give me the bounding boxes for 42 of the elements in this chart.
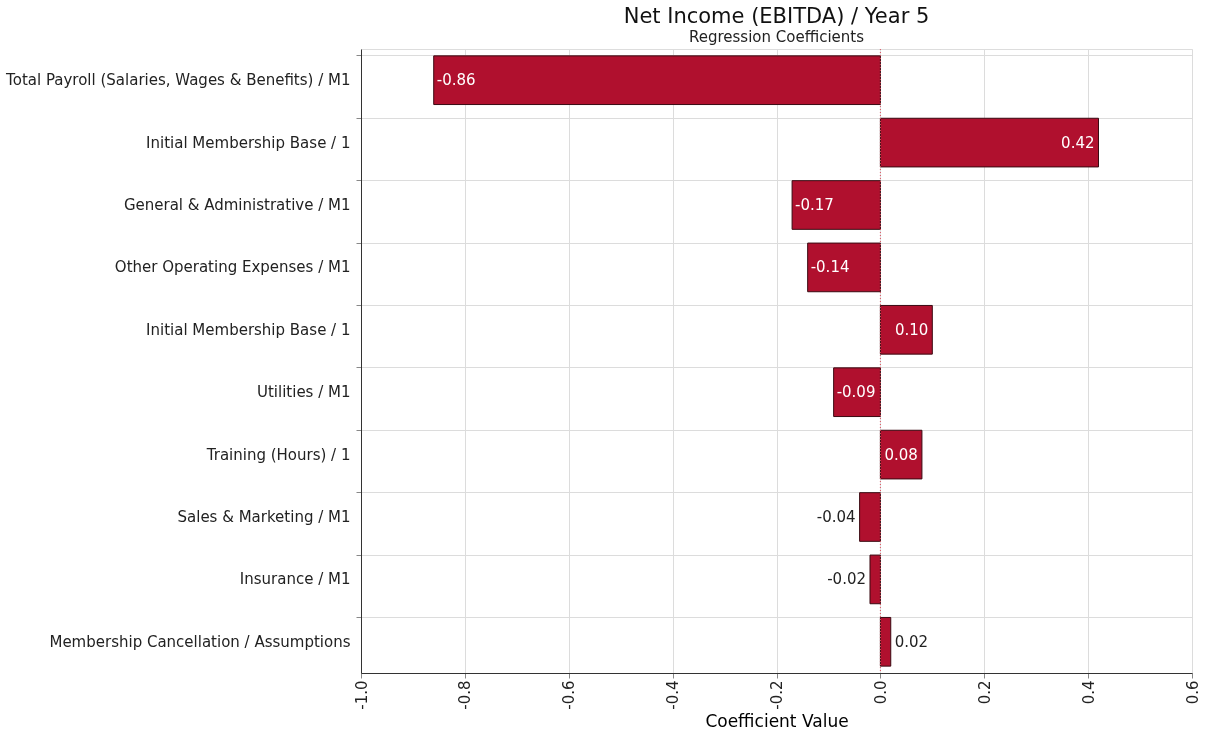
data-label: -0.02 [827, 570, 866, 589]
y-tick-label: Training (Hours) / 1 [205, 445, 351, 464]
x-tick-label: -1.0 [352, 680, 371, 710]
chart-subtitle: Regression Coefficients [688, 27, 865, 46]
y-tick-label: General & Administrative / M1 [123, 196, 351, 214]
data-label: -0.04 [816, 508, 856, 526]
bar [879, 616, 892, 667]
bar [879, 429, 923, 480]
data-label: 0.02 [894, 632, 929, 651]
x-tick-label: 0.0 [871, 680, 890, 705]
y-tick-label: Total Payroll (Salaries, Wages & Benefits) / M1 [5, 71, 351, 90]
x-tick-label: 0.4 [1079, 680, 1098, 705]
data-label: 0.42 [1061, 133, 1095, 152]
bar [833, 367, 881, 418]
x-tick-label: 0.6 [1183, 680, 1202, 705]
bar [879, 117, 1100, 168]
data-label: -0.09 [836, 383, 876, 402]
bar [879, 304, 933, 355]
x-tick-label: 0.2 [975, 680, 994, 705]
bar [433, 55, 881, 106]
y-tick-label: Initial Membership Base / 1 [146, 133, 351, 152]
y-tick-label: Other Operating Expenses / M1 [114, 258, 351, 277]
y-tick-label: Insurance / M1 [239, 570, 351, 589]
bar [859, 492, 881, 542]
chart-title: Net Income (EBITDA) / Year 5 [623, 3, 930, 28]
x-axis-title: Coefficient Value [705, 710, 849, 731]
bar [807, 242, 881, 293]
data-label: -0.14 [810, 258, 850, 277]
y-tick-label: Membership Cancellation / Assumptions [49, 632, 351, 651]
bar [869, 554, 881, 605]
y-tick-label: Sales & Marketing / M1 [177, 508, 351, 526]
x-tick-label: -0.8 [456, 680, 475, 710]
y-tick-label: Initial Membership Base / 1 [146, 320, 351, 339]
y-tick-label: Utilities / M1 [256, 383, 351, 402]
data-label: -0.17 [795, 196, 834, 214]
data-label: -0.86 [436, 71, 476, 90]
data-label: 0.08 [884, 445, 918, 464]
x-tick-label: -0.2 [768, 680, 786, 710]
x-tick-label: -0.4 [664, 680, 683, 710]
data-label: 0.10 [894, 320, 929, 339]
x-tick-label: -0.6 [560, 680, 579, 710]
bar [791, 180, 881, 230]
